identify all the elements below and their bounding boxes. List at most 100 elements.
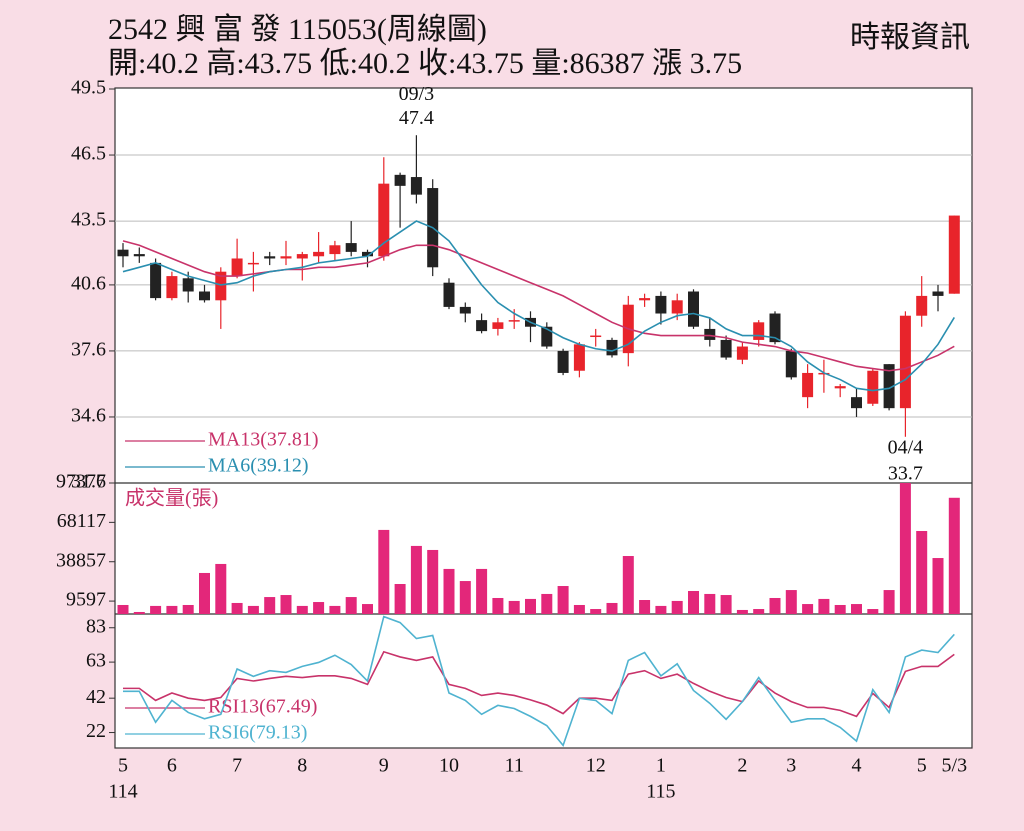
volume-bar	[280, 595, 292, 614]
volume-bar	[378, 529, 390, 614]
source: 時報資訊	[850, 21, 970, 54]
legend-label: RSI6(79.13)	[208, 722, 307, 744]
volume-bar	[231, 602, 243, 614]
volume-bar	[769, 597, 781, 614]
candle-body	[508, 320, 520, 322]
volume-bar	[851, 604, 862, 614]
candle-body	[753, 322, 765, 340]
candle-body	[492, 322, 504, 329]
x-tick-label: 8	[297, 755, 307, 777]
y-tick-label: 68117	[57, 510, 106, 532]
series-line	[123, 615, 955, 748]
candle-body	[459, 306, 471, 314]
y-tick-label: 38857	[56, 549, 106, 571]
candle-body	[883, 364, 895, 409]
volume-bar	[459, 581, 471, 614]
volume-legend: 成交量(張)	[125, 487, 218, 510]
y-tick-label: 31.6	[71, 471, 106, 493]
volume-bar	[655, 605, 667, 614]
candle-body	[133, 254, 145, 257]
candle-body	[199, 291, 210, 301]
candle-body	[410, 177, 422, 195]
volume-bar	[362, 604, 373, 614]
volume-bar	[133, 611, 145, 614]
x-tick-label: 11	[505, 755, 524, 777]
candle-body	[182, 278, 194, 292]
volume-bar	[606, 602, 618, 614]
plot-frame	[114, 87, 973, 749]
x-tick-label: 1	[656, 755, 666, 777]
volume-bar	[818, 598, 830, 614]
volume-bar	[264, 597, 276, 614]
candle-body	[867, 370, 879, 404]
candle-body	[899, 315, 911, 409]
y-tick-label: 46.5	[71, 143, 106, 165]
x-tick-label: 5	[118, 755, 128, 777]
x-tick-label: 10	[439, 755, 459, 777]
volume-bar	[704, 593, 716, 614]
volume-bar	[150, 605, 162, 614]
candle-body	[590, 335, 602, 338]
volume-bar	[476, 568, 488, 614]
y-tick-label: 9597	[66, 589, 106, 611]
volume-bar	[296, 605, 308, 614]
volume-bar	[215, 563, 227, 614]
x-tick-label: 3	[786, 755, 796, 777]
volume-bar	[313, 602, 325, 614]
series-line	[122, 220, 955, 392]
candle-body	[541, 326, 553, 347]
candle-body	[345, 243, 357, 252]
candle-body	[557, 350, 569, 373]
candle-body	[736, 346, 748, 360]
volume-bar	[199, 572, 210, 614]
candle-body	[231, 258, 243, 277]
y-tick-label: 34.6	[71, 405, 106, 427]
candle-body	[916, 295, 928, 316]
candle-body	[948, 215, 960, 294]
volume-bar	[182, 604, 194, 614]
candle-body	[247, 262, 259, 265]
candle-body	[329, 245, 341, 255]
volume-bar	[671, 600, 683, 614]
candle-body	[280, 256, 292, 259]
y-tick-label: 42	[86, 686, 106, 708]
volume-bar	[345, 597, 357, 614]
candle-body	[166, 276, 178, 299]
volume-bar	[117, 604, 129, 614]
candle-body	[785, 350, 797, 378]
x-tick-label: 7	[232, 755, 242, 777]
volume-bar	[329, 605, 341, 614]
candle-body	[851, 397, 862, 409]
candle-body	[639, 298, 651, 301]
volume-bar	[492, 597, 504, 614]
candle-body	[215, 271, 227, 301]
volume-bar	[541, 593, 553, 614]
volume-bar	[410, 545, 422, 614]
series-line	[122, 240, 955, 372]
y-tick-label: 49.5	[71, 77, 106, 99]
volume-bar	[590, 609, 602, 614]
legend-label: MA13(37.81)	[208, 429, 319, 451]
volume-bar	[688, 590, 699, 614]
candle-body	[443, 282, 455, 307]
volume-bar	[639, 600, 651, 614]
annotation-date: 09/3	[399, 83, 435, 105]
annotation-value: 33.7	[888, 462, 923, 484]
volume-bar	[834, 604, 846, 614]
candle-body	[720, 339, 732, 358]
candle-body	[671, 300, 683, 314]
candle-body	[476, 320, 488, 332]
volume-bar	[247, 605, 259, 614]
annotation-value: 47.4	[399, 107, 434, 129]
volume-bar	[899, 483, 911, 614]
candle-body	[573, 344, 585, 371]
candle-body	[688, 291, 699, 327]
candle-body	[296, 254, 308, 259]
x-tick-label: 2	[737, 755, 747, 777]
y-tick-label: 63	[86, 650, 106, 672]
volume-bar	[948, 497, 960, 614]
y-tick-label: 83	[86, 615, 106, 637]
volume-bar	[508, 600, 520, 614]
volume-bar	[573, 604, 585, 614]
candle-body	[378, 183, 390, 257]
